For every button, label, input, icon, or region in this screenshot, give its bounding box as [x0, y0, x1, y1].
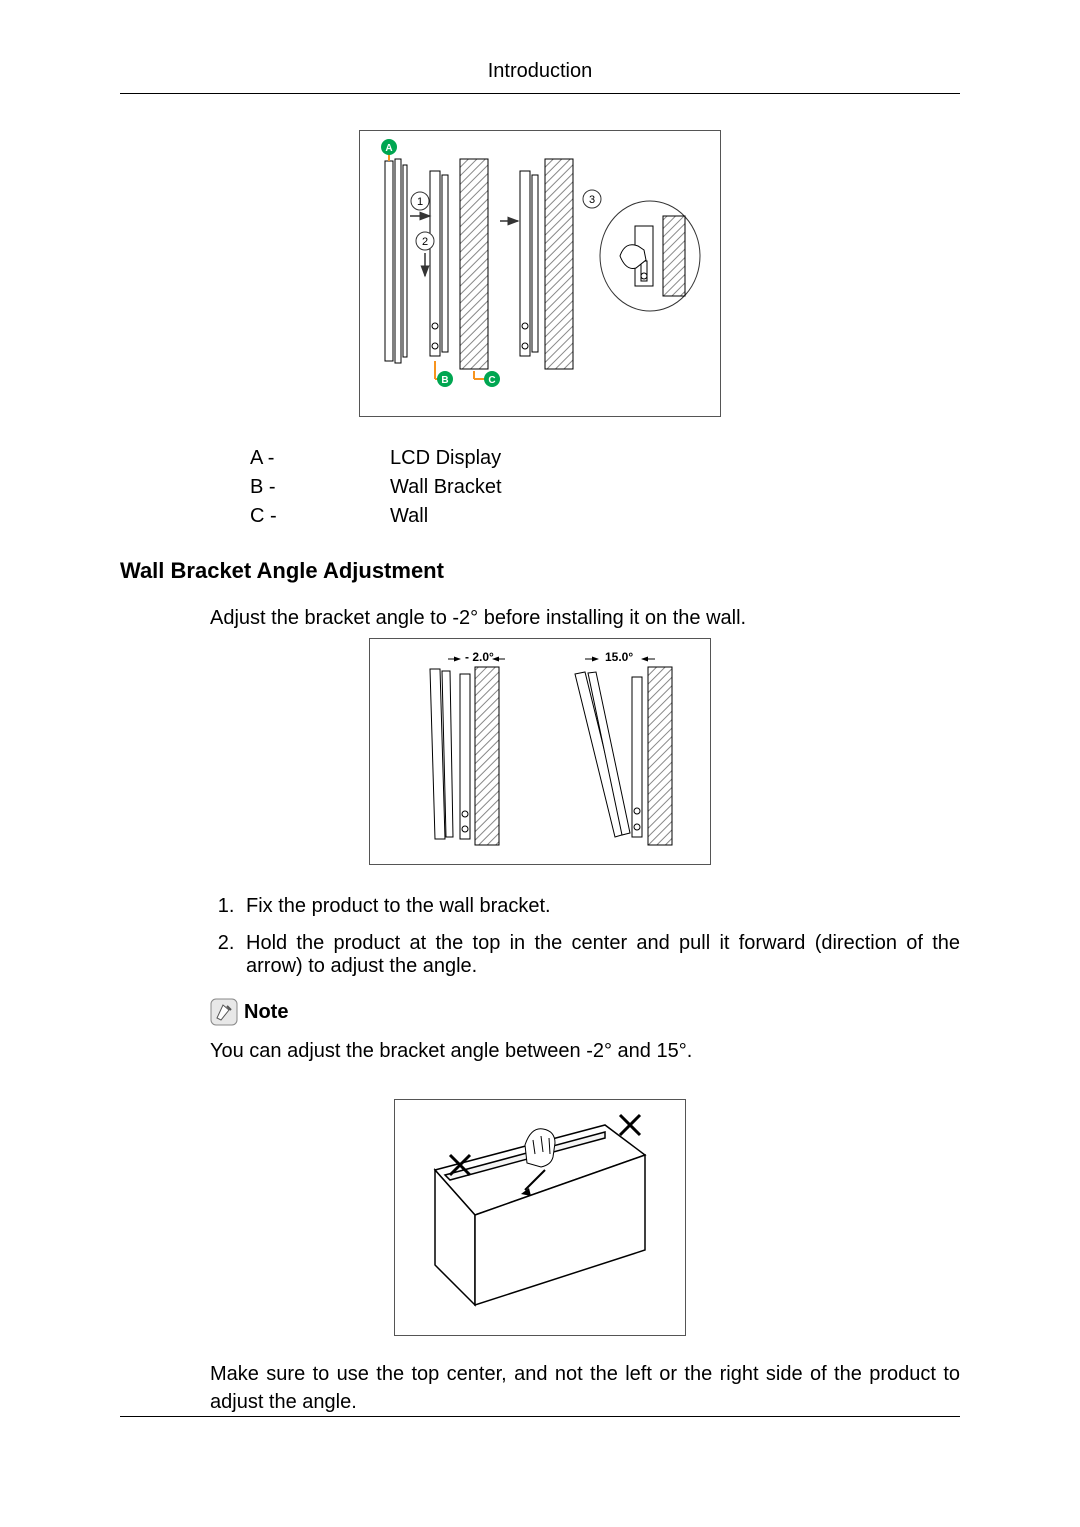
figure-2-box: - 2.0° 15.0° [369, 638, 711, 865]
legend-key-a: A - [250, 447, 390, 470]
svg-text:C: C [488, 375, 495, 386]
legend-row-c: C - Wall [250, 505, 960, 528]
svg-text:3: 3 [589, 194, 595, 206]
figure-2-container: - 2.0° 15.0° [120, 638, 960, 865]
legend-value-b: Wall Bracket [390, 476, 502, 499]
note-label: Note [244, 1001, 288, 1024]
figure-3-svg [395, 1100, 685, 1330]
figure-1-box: A 1 2 [359, 130, 721, 417]
footer-note: Make sure to use the top center, and not… [210, 1360, 960, 1416]
document-page: Introduction [0, 0, 1080, 1497]
svg-text:A: A [385, 143, 392, 154]
adjust-instruction: Adjust the bracket angle to -2° before i… [210, 604, 960, 632]
page-header-title: Introduction [120, 60, 960, 93]
angle-neg-label: - 2.0° [465, 650, 494, 664]
legend-key-b: B - [250, 476, 390, 499]
step-1: Fix the product to the wall bracket. [240, 895, 960, 918]
legend-row-b: B - Wall Bracket [250, 476, 960, 499]
steps-list: Fix the product to the wall bracket. Hol… [210, 895, 960, 978]
svg-text:1: 1 [417, 196, 423, 208]
figure-2-svg: - 2.0° 15.0° [370, 639, 710, 859]
step-2: Hold the product at the top in the cente… [240, 932, 960, 978]
section-heading: Wall Bracket Angle Adjustment [120, 558, 960, 584]
header-rule [120, 93, 960, 94]
footer-rule [120, 1416, 960, 1417]
figure-3-box [394, 1099, 686, 1336]
figure-1-svg: A 1 2 [360, 131, 720, 411]
legend-row-a: A - LCD Display [250, 447, 960, 470]
legend-key-c: C - [250, 505, 390, 528]
note-heading-row: Note [210, 998, 960, 1026]
figure-3-container [120, 1099, 960, 1336]
angle-pos-label: 15.0° [605, 650, 633, 664]
svg-text:B: B [441, 375, 448, 386]
legend-table: A - LCD Display B - Wall Bracket C - Wal… [250, 447, 960, 528]
figure-1-container: A 1 2 [120, 130, 960, 417]
legend-value-a: LCD Display [390, 447, 501, 470]
svg-text:2: 2 [422, 236, 428, 248]
legend-value-c: Wall [390, 505, 428, 528]
note-icon [210, 998, 238, 1026]
note-text: You can adjust the bracket angle between… [210, 1040, 960, 1063]
